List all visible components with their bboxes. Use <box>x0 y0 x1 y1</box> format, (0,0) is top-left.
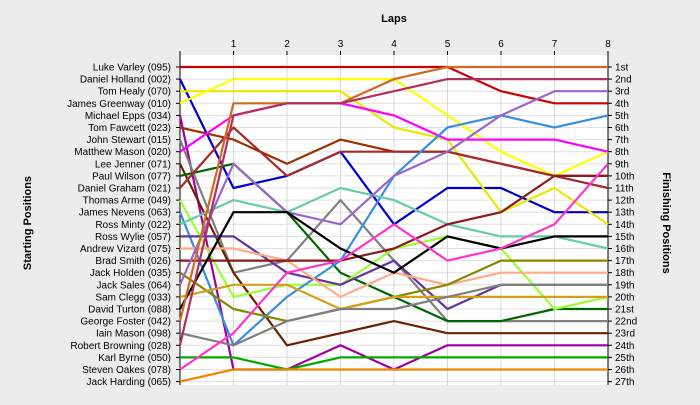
finish-position-label: 2nd <box>615 75 632 86</box>
driver-label: Robert Browning (028) <box>70 341 171 352</box>
driver-label: Ross Minty (022) <box>95 220 171 231</box>
finish-position-label: 24th <box>615 341 634 352</box>
finish-position-label: 14th <box>615 220 634 231</box>
series-line <box>178 90 608 286</box>
finish-position-label: 8th <box>615 147 629 158</box>
finish-position-label: 25th <box>615 353 634 364</box>
driver-label: Matthew Mason (020) <box>74 147 171 158</box>
finish-position-label: 9th <box>615 159 629 170</box>
driver-label: Tom Fawcett (023) <box>88 123 171 134</box>
driver-label: John Stewart (015) <box>87 135 172 146</box>
driver-label: Jack Harding (065) <box>87 377 171 388</box>
driver-label: Andrew Vizard (075) <box>80 244 171 255</box>
series-line <box>178 65 608 322</box>
driver-label: Brad Smith (026) <box>95 256 171 267</box>
lap-tick-label: 1 <box>231 39 237 50</box>
starting-position-labels: Luke Varley (095)Daniel Holland (002)Tom… <box>67 63 171 389</box>
driver-label: George Foster (042) <box>80 317 171 328</box>
driver-label: Sam Clegg (033) <box>95 292 171 303</box>
series-line <box>178 77 608 346</box>
driver-label: Thomas Arme (049) <box>83 196 171 207</box>
series-group <box>178 65 609 383</box>
finish-position-label: 16th <box>615 244 634 255</box>
right-axis-title: Finishing Positions <box>660 172 672 273</box>
lap-tick-label: 5 <box>445 39 451 50</box>
driver-label: Lee Jenner (071) <box>95 159 171 170</box>
left-axis-title: Starting Positions <box>22 176 34 270</box>
finish-position-label: 20th <box>615 292 634 303</box>
x-axis-title: Laps <box>381 13 407 25</box>
finish-position-label: 22nd <box>615 317 637 328</box>
series-line <box>179 163 608 347</box>
finish-position-label: 27th <box>615 377 634 388</box>
finish-position-label: 4th <box>615 99 629 110</box>
series-line <box>180 174 608 262</box>
finish-position-label: 3rd <box>615 87 629 98</box>
series-line <box>179 283 608 311</box>
finish-position-label: 18th <box>615 268 634 279</box>
lap-tick-label: 2 <box>284 39 290 50</box>
series-line <box>179 368 608 383</box>
driver-label: Iain Mason (098) <box>96 329 171 340</box>
finish-position-label: 12th <box>615 196 634 207</box>
lap-tick-label: 6 <box>498 39 504 50</box>
driver-label: Daniel Holland (002) <box>80 75 171 86</box>
finish-position-label: 1st <box>615 63 629 74</box>
finish-position-label: 7th <box>615 135 629 146</box>
driver-label: James Greenway (010) <box>67 99 171 110</box>
driver-label: Steven Oakes (078) <box>82 365 171 376</box>
series-line <box>179 126 609 190</box>
driver-label: David Turton (088) <box>88 305 171 316</box>
finish-position-label: 5th <box>615 111 629 122</box>
driver-label: Jack Holden (035) <box>90 268 171 279</box>
finish-position-label: 11th <box>615 184 634 195</box>
lap-tick-label: 7 <box>552 39 558 50</box>
driver-label: Daniel Graham (021) <box>78 184 171 195</box>
finish-position-label: 6th <box>615 123 629 134</box>
driver-label: Paul Wilson (077) <box>92 171 171 182</box>
finishing-position-labels: 1st2nd3rd4th5th6th7th8th9th10th11th12th1… <box>615 63 637 389</box>
lap-tick-label: 3 <box>338 39 344 50</box>
driver-label: Karl Byrne (050) <box>98 353 171 364</box>
finish-position-label: 17th <box>615 256 634 267</box>
lap-tick-label: 8 <box>605 39 611 50</box>
driver-label: Jack Sales (064) <box>97 280 171 291</box>
finish-position-label: 21st <box>615 305 634 316</box>
series-line <box>179 163 609 371</box>
driver-label: Ross Wylie (057) <box>95 232 171 243</box>
finish-position-label: 10th <box>615 171 634 182</box>
series-line <box>180 356 608 371</box>
series-line <box>179 283 608 347</box>
driver-label: Tom Healy (070) <box>98 87 171 98</box>
finish-position-label: 26th <box>615 365 634 376</box>
finish-position-label: 23rd <box>615 329 635 340</box>
driver-label: Michael Epps (034) <box>85 111 171 122</box>
driver-label: James Nevens (063) <box>79 208 171 219</box>
lap-tick-label: 4 <box>391 39 397 50</box>
driver-label: Luke Varley (095) <box>93 63 171 74</box>
x-tick-labels: 1 2 3 4 5 6 7 8 <box>231 39 612 50</box>
finish-position-label: 19th <box>615 280 634 291</box>
finish-position-label: 15th <box>615 232 634 243</box>
series-line <box>179 211 608 310</box>
series-line <box>179 186 609 250</box>
finish-position-label: 13th <box>615 208 634 219</box>
series-line <box>180 90 609 226</box>
